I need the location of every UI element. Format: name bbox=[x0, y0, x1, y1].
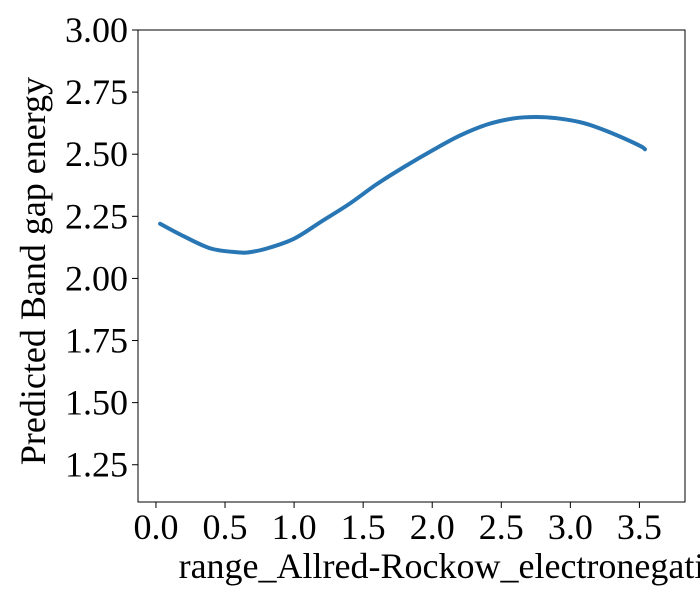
x-tick-label: 1.5 bbox=[341, 507, 386, 547]
x-tick-label: 0.0 bbox=[133, 507, 178, 547]
x-tick-label: 3.0 bbox=[548, 507, 593, 547]
x-tick-label: 2.5 bbox=[479, 507, 524, 547]
y-tick-label: 2.50 bbox=[65, 134, 128, 174]
y-tick-label: 2.25 bbox=[65, 196, 128, 236]
y-tick-label: 1.25 bbox=[65, 445, 128, 485]
series-line bbox=[158, 114, 647, 255]
y-axis-ticks: 1.25 1.50 1.75 2.00 2.25 2.50 2.75 3.00 bbox=[65, 10, 138, 485]
y-tick-label: 2.00 bbox=[65, 258, 128, 298]
y-tick-label: 1.50 bbox=[65, 383, 128, 423]
y-tick-label: 2.75 bbox=[65, 72, 128, 112]
plot-frame bbox=[137, 29, 686, 503]
x-tick-label: 0.5 bbox=[203, 507, 248, 547]
y-tick-label: 3.00 bbox=[65, 10, 128, 50]
x-tick-label: 1.0 bbox=[272, 507, 317, 547]
y-axis-title: Predicted Band gap energy bbox=[13, 77, 53, 465]
x-axis-ticks: 0.0 0.5 1.0 1.5 2.0 2.5 3.0 3.5 bbox=[133, 502, 662, 547]
x-tick-label: 2.0 bbox=[410, 507, 455, 547]
series-layer bbox=[158, 114, 647, 255]
y-tick-label: 1.75 bbox=[65, 321, 128, 361]
x-tick-label: 3.5 bbox=[617, 507, 662, 547]
x-axis-title: range_Allred-Rockow_electronegativity bbox=[179, 546, 700, 586]
